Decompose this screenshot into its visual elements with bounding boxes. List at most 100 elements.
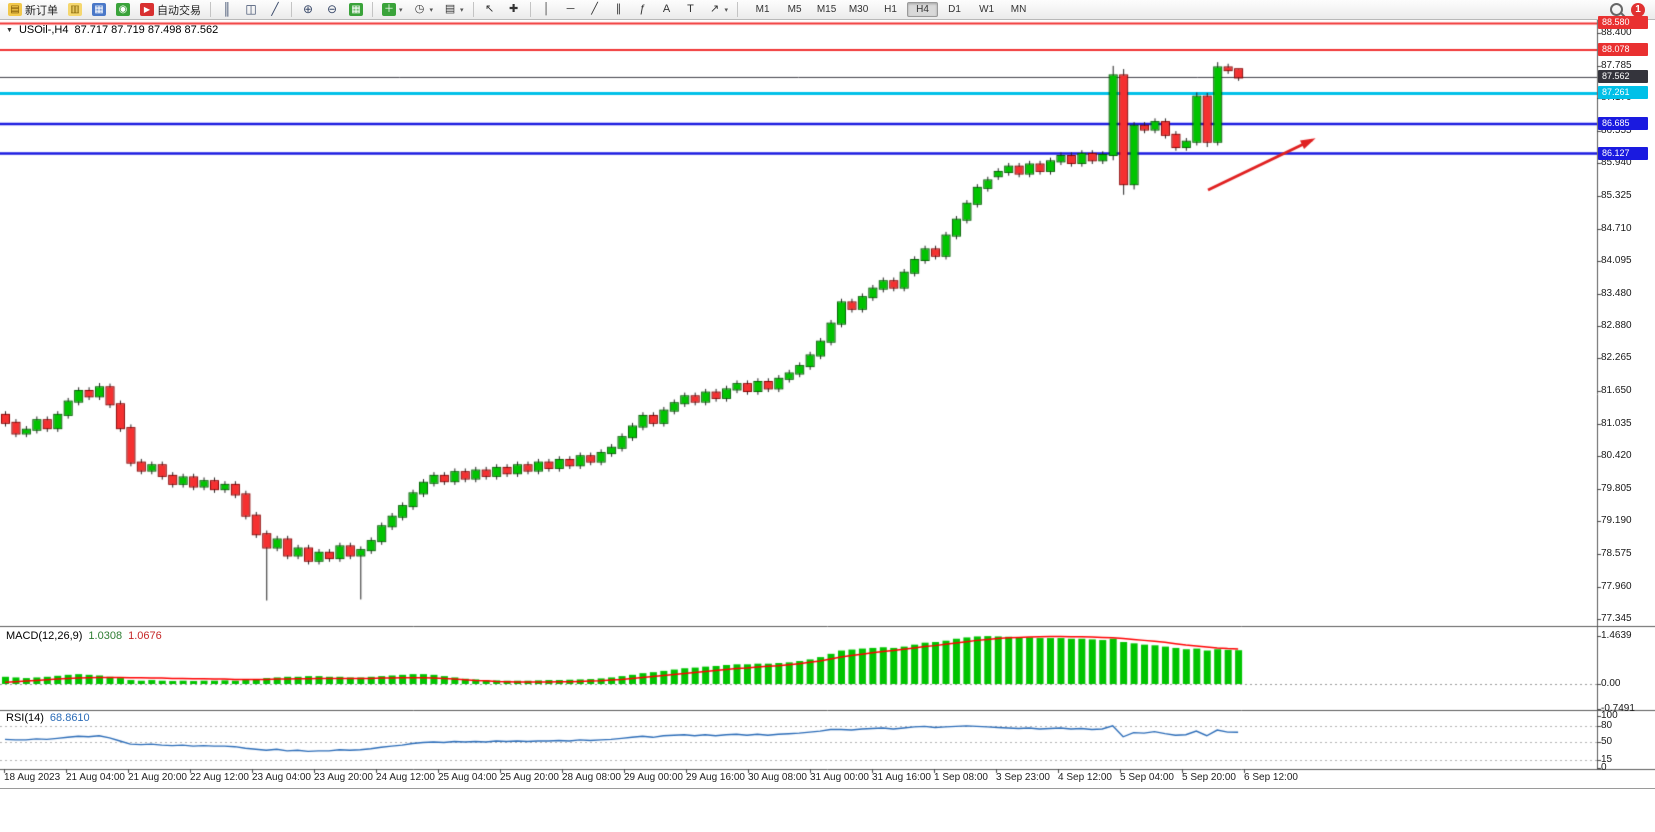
fibonacci-button[interactable]: ƒ xyxy=(632,1,654,18)
candlestick-button[interactable]: ◫ xyxy=(240,1,262,18)
bar-chart-button[interactable]: ║ xyxy=(216,1,238,18)
zoom-out-button[interactable]: ⊖ xyxy=(321,1,343,18)
timeframe-d1[interactable]: D1 xyxy=(948,4,961,15)
bar-chart-icon: ║ xyxy=(222,2,232,16)
vertical-line-icon: │ xyxy=(543,3,550,15)
notification-badge[interactable]: 1 xyxy=(1631,2,1645,17)
timeframe-m15[interactable]: M15 xyxy=(816,4,837,15)
price-axis-label: 88.400 xyxy=(1601,27,1632,38)
timeframe-mn[interactable]: MN xyxy=(1010,4,1027,15)
time-axis-label: 4 Sep 12:00 xyxy=(1058,772,1112,783)
price-axis-label: 82.265 xyxy=(1601,352,1632,364)
price-axis-label: 77.345 xyxy=(1601,613,1632,625)
chevron-down-icon: ▾ xyxy=(399,6,403,14)
macd-axis-label: -0.7491 xyxy=(1601,702,1635,714)
chart-canvas[interactable] xyxy=(0,20,1655,788)
candlestick-icon: ◫ xyxy=(245,2,257,16)
timeframe-m1[interactable]: M1 xyxy=(755,4,770,15)
templates-button[interactable]: ▤ ▾ xyxy=(439,1,468,18)
timeframe-m30[interactable]: M30 xyxy=(848,4,869,15)
toolbar-separator xyxy=(291,2,292,17)
toolbar-right-cluster: 1 xyxy=(1610,2,1651,17)
auto-trading-icon: ▶ xyxy=(140,3,154,16)
macd-axis-label: 1.4639 xyxy=(1601,629,1632,641)
crosshair-icon: ✚ xyxy=(508,3,519,15)
timeframe-group: M1 M5 M15 M30 H1 H4 D1 W1 MN xyxy=(747,2,1034,17)
channel-icon: ∥ xyxy=(615,3,622,15)
refresh-button[interactable]: ◉ xyxy=(112,1,134,18)
line-chart-button[interactable]: ╱ xyxy=(264,1,286,18)
profiles-button[interactable]: ▦ xyxy=(88,1,110,18)
time-axis-label: 28 Aug 08:00 xyxy=(562,772,621,783)
price-axis-label: 79.805 xyxy=(1601,482,1632,494)
rsi-value: 68.8610 xyxy=(49,712,90,724)
chart-title: ▼ USOil-,H4 87.717 87.719 87.498 87.562 xyxy=(6,24,218,36)
price-axis-label: 82.880 xyxy=(1601,319,1632,331)
trendline-icon: ╱ xyxy=(591,3,598,15)
time-axis-label: 23 Aug 04:00 xyxy=(252,772,311,783)
time-axis-label: 24 Aug 12:00 xyxy=(376,772,435,783)
cursor-button[interactable]: ↖ xyxy=(479,1,501,18)
rsi-axis-label: 100 xyxy=(1601,710,1618,721)
toolbar-separator xyxy=(372,2,373,17)
macd-main-value: 1.0308 xyxy=(88,630,123,642)
time-axis-label: 31 Aug 16:00 xyxy=(872,772,931,783)
rsi-axis-label: 15 xyxy=(1601,754,1613,766)
tile-windows-button[interactable]: ▦ xyxy=(345,1,367,18)
zoom-in-icon: ⊕ xyxy=(302,2,314,16)
price-axis-label: 84.710 xyxy=(1601,222,1632,234)
cursor-icon: ↖ xyxy=(484,3,495,15)
timeframe-h1[interactable]: H1 xyxy=(884,4,897,15)
toolbar-separator xyxy=(737,2,739,17)
rsi-axis-label: 0 xyxy=(1601,762,1607,773)
rsi-label: RSI(14) 68.8610 xyxy=(6,712,90,724)
new-chart-button[interactable]: ▥ xyxy=(64,1,86,18)
profiles-icon: ▦ xyxy=(92,3,106,16)
price-tag: 87.261 xyxy=(1598,86,1648,100)
price-axis-label: 79.190 xyxy=(1601,515,1632,527)
new-order-icon: ▤ xyxy=(8,3,22,16)
indicators-button[interactable]: ＋ ▾ xyxy=(378,1,407,18)
time-axis-label: 29 Aug 16:00 xyxy=(686,772,745,783)
channel-button[interactable]: ∥ xyxy=(608,1,630,18)
price-tag: 88.078 xyxy=(1598,43,1648,57)
price-axis-label: 87.785 xyxy=(1601,59,1632,71)
vertical-line-button[interactable]: │ xyxy=(536,1,558,18)
quote-ohlc-label: 87.717 87.719 87.498 87.562 xyxy=(74,24,219,36)
time-axis-label: 25 Aug 20:00 xyxy=(500,772,559,783)
time-axis-label: 5 Sep 20:00 xyxy=(1182,772,1236,783)
price-axis-label: 78.575 xyxy=(1601,548,1632,560)
arrows-button[interactable]: ↗ ▾ xyxy=(704,1,733,18)
tile-windows-icon: ▦ xyxy=(349,3,363,16)
fibonacci-icon: ƒ xyxy=(639,3,646,15)
time-axis-label: 22 Aug 12:00 xyxy=(190,772,249,783)
crosshair-button[interactable]: ✚ xyxy=(503,1,525,18)
timeframe-m5[interactable]: M5 xyxy=(787,4,802,15)
time-axis-label: 21 Aug 04:00 xyxy=(66,772,125,783)
macd-label: MACD(12,26,9) 1.0308 1.0676 xyxy=(6,630,162,642)
time-axis-label: 30 Aug 08:00 xyxy=(748,772,807,783)
auto-trading-button[interactable]: ▶ 自动交易 xyxy=(136,1,205,18)
price-tag: 86.685 xyxy=(1598,116,1648,130)
clock-icon: ◷ xyxy=(414,3,425,15)
price-axis-label: 81.650 xyxy=(1601,385,1632,397)
horizontal-line-button[interactable]: ─ xyxy=(560,1,582,18)
timeframe-w1[interactable]: W1 xyxy=(979,4,995,15)
text-label-button[interactable]: T xyxy=(680,1,702,18)
trendline-button[interactable]: ╱ xyxy=(584,1,606,18)
periods-button[interactable]: ◷ ▾ xyxy=(409,1,438,18)
indicators-icon: ＋ xyxy=(382,3,396,16)
search-icon[interactable] xyxy=(1610,3,1623,16)
text-label-icon: T xyxy=(687,3,694,15)
timeframe-h4[interactable]: H4 xyxy=(907,2,939,17)
zoom-in-button[interactable]: ⊕ xyxy=(297,1,319,18)
chevron-down-icon: ▾ xyxy=(429,6,434,14)
time-axis-label: 1 Sep 08:00 xyxy=(934,772,988,783)
new-order-button[interactable]: ▤ 新订单 xyxy=(4,1,62,18)
text-button[interactable]: A xyxy=(656,1,678,18)
symbol-period-label: USOil-,H4 xyxy=(18,24,69,36)
new-chart-icon: ▥ xyxy=(68,3,82,16)
refresh-icon: ◉ xyxy=(116,3,130,16)
macd-signal-value: 1.0676 xyxy=(128,630,162,642)
rsi-axis-label: 80 xyxy=(1601,720,1613,732)
